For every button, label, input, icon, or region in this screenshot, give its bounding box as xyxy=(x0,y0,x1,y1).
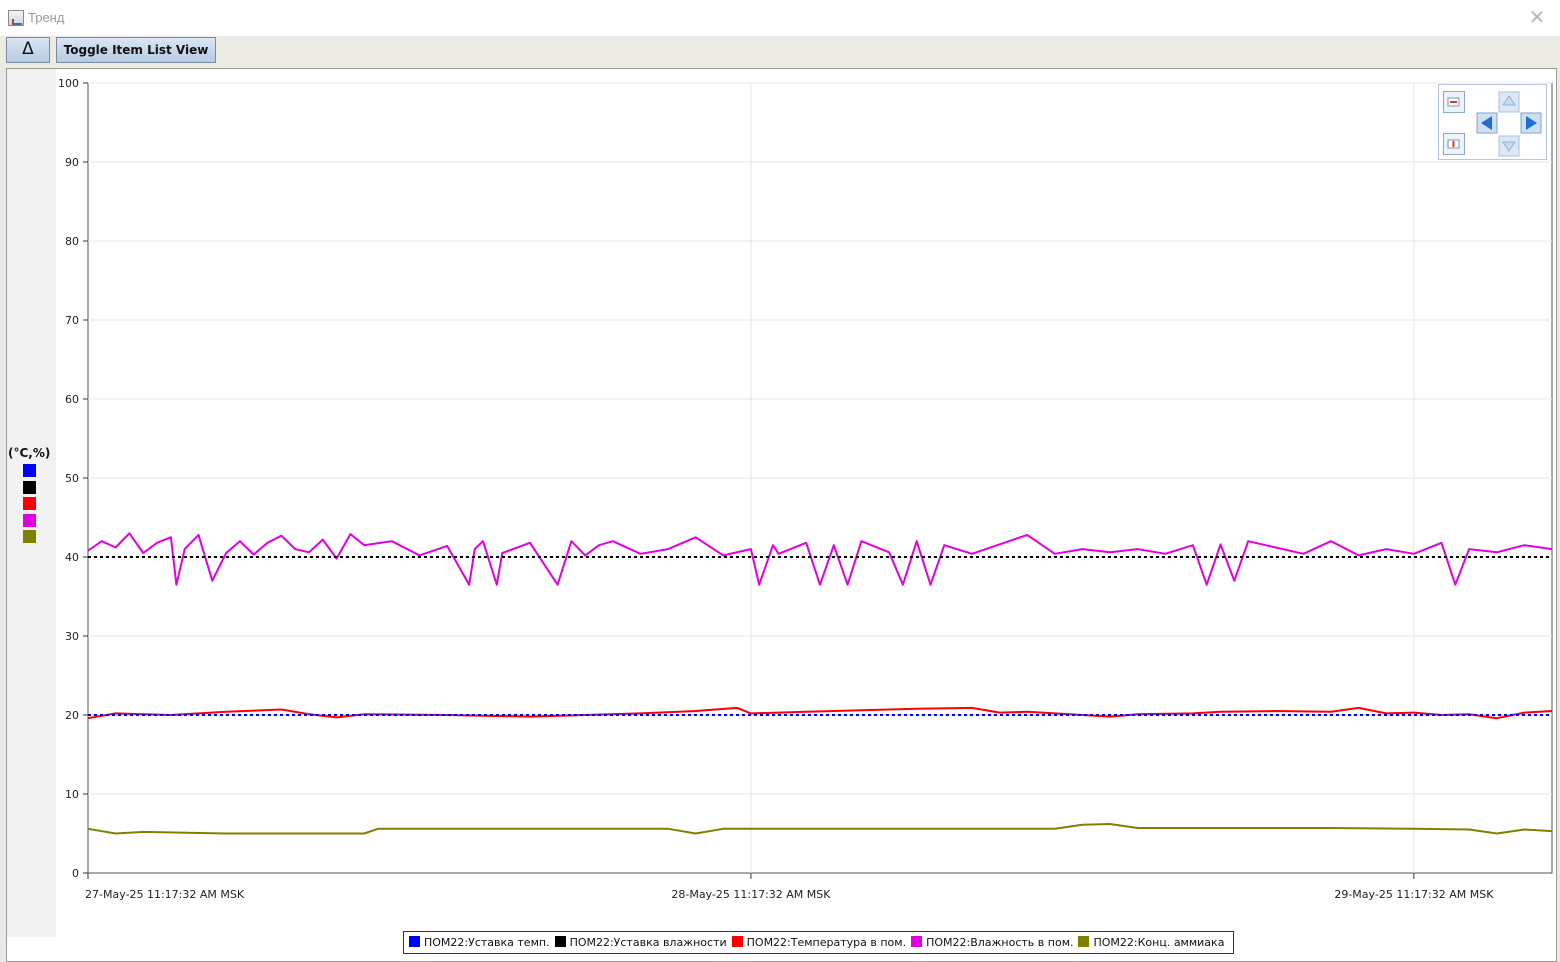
toggle-item-list-view-button[interactable]: Toggle Item List View xyxy=(56,37,216,63)
legend-item[interactable]: ПОМ22:Уставка влажности xyxy=(554,932,727,953)
legend-label: ПОМ22:Конц. аммиака xyxy=(1093,936,1225,949)
x-tick-label: 27-May-25 11:17:32 AM MSK xyxy=(85,888,245,901)
legend-item[interactable]: ПОМ22:Конц. аммиака xyxy=(1078,932,1224,953)
zoom-in-icon[interactable] xyxy=(1443,91,1465,113)
pan-right-icon[interactable] xyxy=(1520,112,1542,134)
delta-button[interactable]: Δ xyxy=(6,37,50,63)
y-tick-label: 50 xyxy=(65,472,79,485)
series-line xyxy=(87,706,1553,720)
legend-label: ПОМ22:Уставка темп. xyxy=(424,936,550,949)
legend-swatch xyxy=(554,936,566,947)
x-tick-label: 28-May-25 11:17:32 AM MSK xyxy=(671,888,831,901)
window-title: Тренд xyxy=(28,10,65,25)
x-tick-label: 29-May-25 11:17:32 AM MSK xyxy=(1334,888,1494,901)
series-line xyxy=(87,823,1553,835)
series-swatch xyxy=(23,497,36,510)
pan-left-icon[interactable] xyxy=(1476,112,1498,134)
y-axis-unit-label: (°C,%) xyxy=(8,446,51,460)
legend-label: ПОМ22:Температура в пом. xyxy=(746,936,907,949)
close-icon[interactable]: ✕ xyxy=(1528,5,1546,29)
y-tick-label: 0 xyxy=(72,867,79,880)
legend-label: ПОМ22:Влажность в пом. xyxy=(926,936,1074,949)
legend-item[interactable]: ПОМ22:Уставка темп. xyxy=(409,932,550,953)
series-swatch xyxy=(23,464,36,477)
legend-swatch xyxy=(1078,936,1090,947)
legend-label: ПОМ22:Уставка влажности xyxy=(569,936,727,949)
series-line xyxy=(87,532,1553,586)
series-swatch xyxy=(23,530,36,543)
trend-window-icon xyxy=(8,10,24,26)
toolbar: Δ Toggle Item List View xyxy=(0,36,1560,68)
pan-down-icon[interactable] xyxy=(1498,135,1520,157)
y-tick-label: 90 xyxy=(65,156,79,169)
y-tick-label: 60 xyxy=(65,393,79,406)
chart-navigation-panel xyxy=(1438,84,1547,160)
y-tick-label: 100 xyxy=(58,77,79,90)
y-tick-label: 40 xyxy=(65,551,79,564)
legend-swatch xyxy=(409,936,420,947)
legend-swatch xyxy=(911,936,923,947)
legend-item[interactable]: ПОМ22:Влажность в пом. xyxy=(911,932,1073,953)
series-swatch xyxy=(23,480,36,494)
y-tick-label: 20 xyxy=(65,709,79,722)
y-tick-label: 70 xyxy=(65,314,79,327)
legend-swatch xyxy=(731,936,743,947)
y-tick-label: 10 xyxy=(65,788,79,801)
pan-up-icon[interactable] xyxy=(1498,91,1520,113)
y-tick-label: 80 xyxy=(65,235,79,248)
legend-item[interactable]: ПОМ22:Температура в пом. xyxy=(731,932,907,953)
y-tick-label: 30 xyxy=(65,630,79,643)
chart-legend: ПОМ22:Уставка темп. ПОМ22:Уставка влажнос… xyxy=(403,931,1234,954)
series-swatch xyxy=(23,513,36,527)
zoom-out-icon[interactable] xyxy=(1443,133,1465,155)
